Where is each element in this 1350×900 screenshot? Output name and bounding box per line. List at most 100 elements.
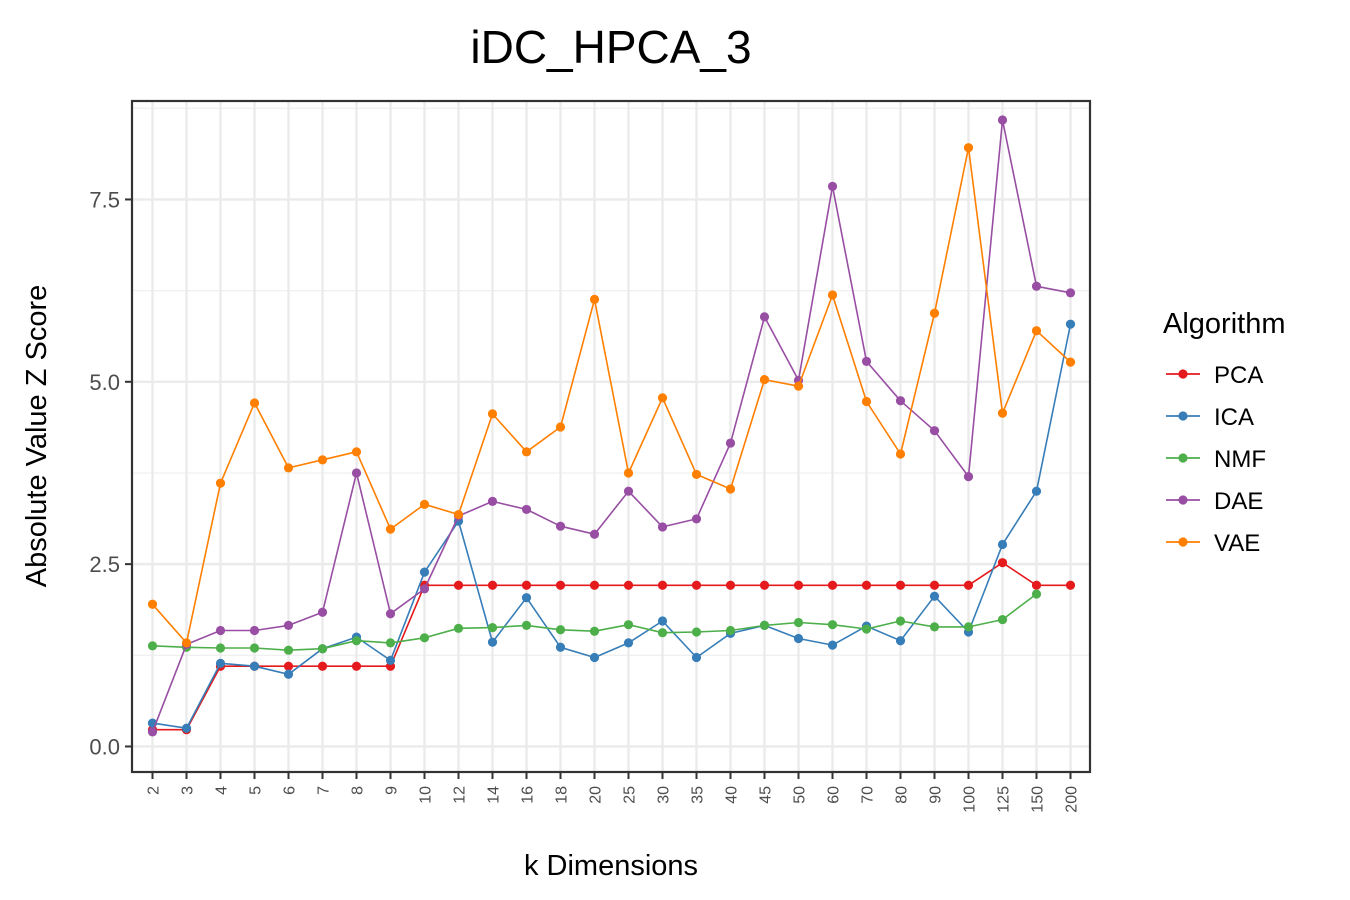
data-point-vae (215, 478, 226, 488)
x-tick-label: 7 (316, 786, 333, 795)
data-point-dae (657, 522, 668, 532)
x-tick-label: 18 (554, 786, 571, 804)
data-point-vae (691, 469, 702, 480)
data-point-vae (181, 638, 192, 648)
x-tick-label: 9 (384, 786, 401, 795)
data-point-ica (623, 638, 634, 648)
data-point-ica (181, 723, 192, 733)
legend-label: PCA (1214, 362, 1263, 389)
data-point-nmf (385, 638, 396, 648)
data-point-dae (725, 438, 736, 448)
data-point-dae (623, 486, 634, 496)
data-point-vae (283, 463, 294, 473)
data-point-nmf (283, 645, 294, 655)
y-tick-label: 5.0 (89, 370, 120, 395)
data-point-ica (997, 539, 1008, 550)
data-point-vae (793, 381, 804, 391)
data-point-vae (1065, 357, 1076, 367)
data-point-ica (895, 636, 906, 646)
legend: Algorithm PCA ICA NMF DAE VAE (1163, 308, 1286, 557)
data-point-vae (895, 449, 906, 459)
data-point-pca (623, 580, 634, 590)
data-point-ica (793, 633, 804, 644)
data-point-ica (521, 593, 532, 603)
legend-key-point (1178, 537, 1188, 547)
data-point-pca (1031, 580, 1042, 590)
x-tick-label: 200 (1064, 786, 1081, 813)
x-tick-label: 150 (1030, 786, 1047, 813)
legend-key-point (1178, 453, 1188, 463)
y-tick-label: 7.5 (89, 187, 120, 212)
data-point-dae (963, 472, 974, 482)
data-point-ica (419, 567, 430, 577)
legend-item-dae: DAE (1166, 488, 1263, 515)
data-point-vae (317, 455, 328, 465)
x-tick-label: 35 (690, 786, 707, 804)
y-axis-title: Absolute Value Z Score (21, 285, 53, 588)
data-point-dae (861, 356, 872, 366)
x-tick-label: 10 (418, 786, 435, 804)
legend-key-point (1178, 495, 1188, 505)
x-tick-label: 100 (962, 786, 979, 813)
data-point-nmf (725, 625, 736, 636)
data-point-dae (1065, 288, 1076, 298)
data-point-ica (385, 655, 396, 666)
data-point-pca (487, 580, 498, 590)
x-tick-label: 20 (588, 786, 605, 804)
data-point-pca (521, 580, 532, 590)
x-tick-label: 5 (248, 786, 265, 795)
legend-label: NMF (1214, 446, 1266, 473)
legend-key-point (1178, 369, 1188, 379)
data-point-vae (1031, 326, 1042, 336)
data-point-dae (827, 181, 838, 191)
data-point-dae (1031, 281, 1042, 291)
data-point-vae (623, 468, 634, 478)
data-point-dae (317, 607, 328, 617)
data-point-nmf (657, 628, 668, 638)
data-point-ica (487, 637, 498, 647)
data-point-vae (555, 422, 566, 432)
x-tick-label: 2 (146, 786, 163, 795)
data-point-nmf (215, 643, 226, 653)
y-axis: 0.0 2.5 5.0 7.5 (89, 187, 132, 759)
data-point-pca (657, 580, 668, 590)
series-line-dae (151, 119, 1071, 733)
data-point-ica (555, 642, 566, 652)
x-axis: 2 3 4 5 6 7 8 9 10 12 14 16 18 20 25 30 35 40 45 50 60 70 80 90… (146, 772, 1081, 813)
data-point-pca (725, 580, 736, 590)
data-point-pca (759, 580, 770, 590)
data-point-nmf (147, 641, 158, 651)
data-point-vae (385, 524, 396, 534)
data-point-ica (215, 658, 226, 668)
data-point-pca (861, 580, 872, 590)
data-point-nmf (827, 620, 838, 630)
x-tick-label: 8 (350, 786, 367, 795)
data-point-dae (419, 584, 430, 594)
x-tick-label: 30 (656, 786, 673, 804)
data-point-vae (929, 308, 940, 318)
data-point-dae (759, 312, 770, 322)
series-line-vae (151, 146, 1072, 644)
data-point-nmf (521, 620, 532, 631)
data-point-ica (929, 591, 940, 601)
data-point-nmf (929, 622, 940, 632)
x-tick-label: 4 (214, 786, 231, 795)
data-point-nmf (691, 627, 702, 637)
data-point-dae (487, 496, 498, 507)
data-point-pca (929, 580, 940, 590)
data-point-pca (793, 580, 804, 590)
series-vae (147, 143, 1076, 648)
x-tick-label: 6 (282, 786, 299, 795)
legend-item-ica: ICA (1166, 404, 1254, 431)
x-tick-label: 16 (520, 786, 537, 804)
x-tick-label: 80 (894, 786, 911, 804)
data-point-nmf (249, 643, 260, 653)
data-point-dae (385, 609, 396, 619)
x-tick-label: 12 (452, 786, 469, 804)
data-point-nmf (759, 620, 770, 631)
data-point-dae (691, 514, 702, 524)
data-point-dae (929, 426, 940, 436)
x-tick-label: 25 (622, 786, 639, 804)
data-point-pca (827, 580, 838, 590)
x-tick-label: 125 (996, 786, 1013, 813)
